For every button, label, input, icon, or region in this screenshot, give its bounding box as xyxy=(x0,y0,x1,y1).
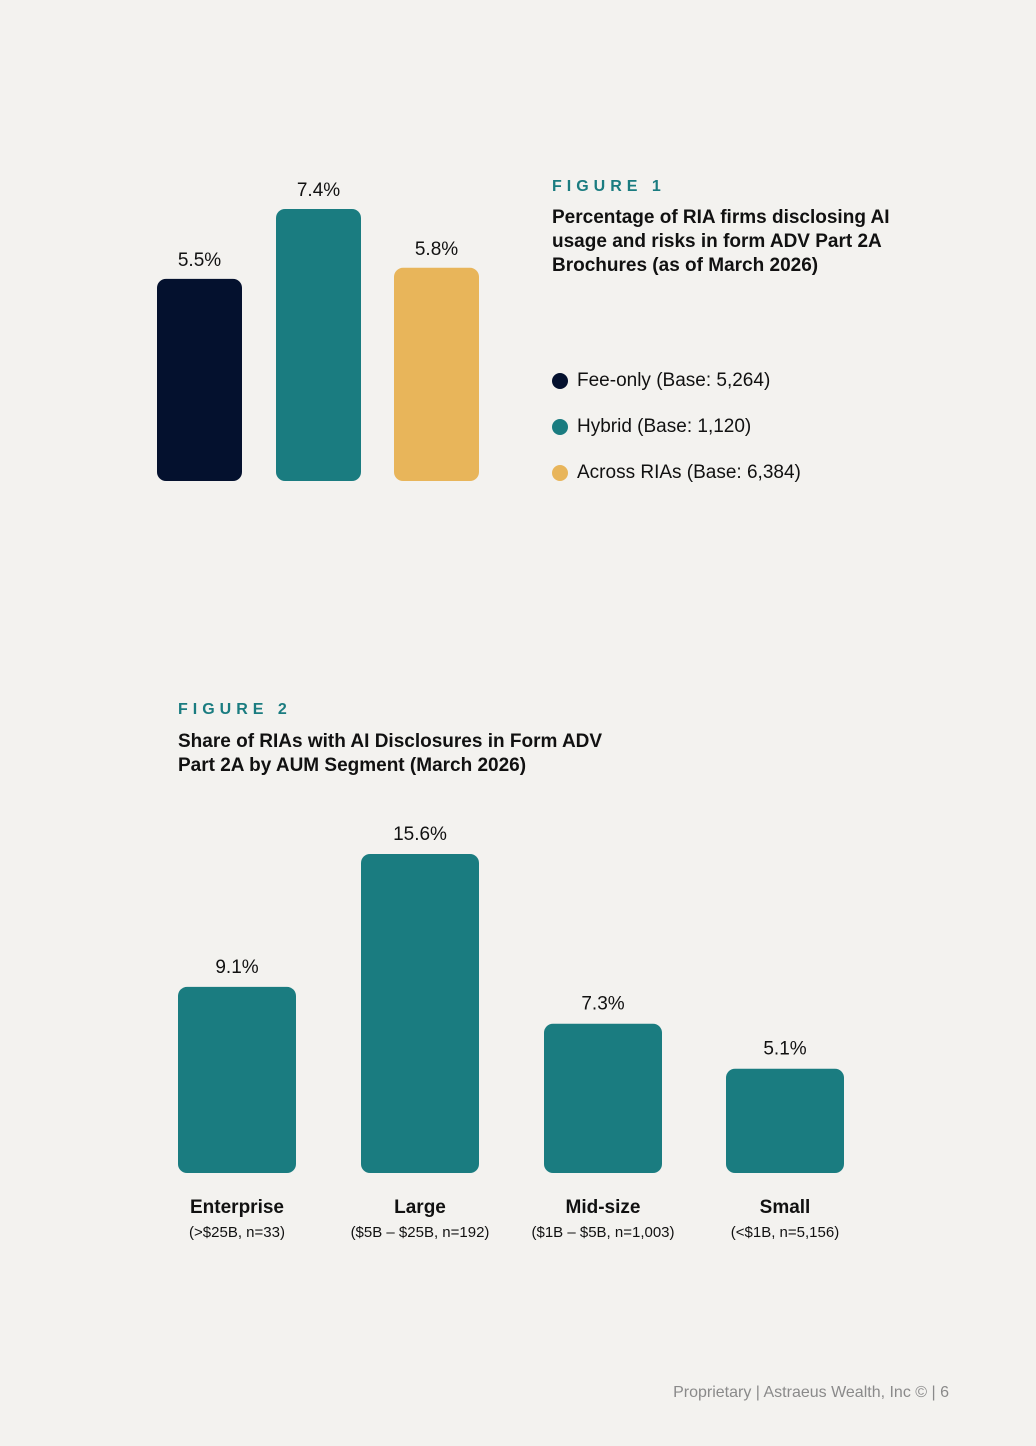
category-label: Small xyxy=(760,1197,811,1218)
bar-1 xyxy=(276,209,361,481)
bar-value-label: 15.6% xyxy=(393,824,447,845)
legend-dot xyxy=(552,373,568,389)
bar-value-label: 5.5% xyxy=(178,250,221,271)
figure-1-label: FIGURE 1 xyxy=(552,178,666,195)
legend-label: Fee-only (Base: 5,264) xyxy=(577,370,771,391)
figure-1-chart: 5.5% 7.4% 5.8% xyxy=(157,180,479,481)
figure-1-legend: Fee-only (Base: 5,264) Hybrid (Base: 1,1… xyxy=(552,368,801,506)
legend-dot xyxy=(552,419,568,435)
category-label: Enterprise xyxy=(190,1197,284,1218)
figure-1-title: Percentage of RIA firms disclosing AI us… xyxy=(552,207,890,276)
bar-value-label: 7.4% xyxy=(297,180,340,201)
legend-item-hybrid: Hybrid (Base: 1,120) xyxy=(552,414,801,440)
bar-value-label: 5.8% xyxy=(415,239,458,260)
legend-item-fee-only: Fee-only (Base: 5,264) xyxy=(552,368,801,394)
category-sublabel: (<$1B, n=5,156) xyxy=(731,1224,839,1241)
category-sublabel: ($1B – $5B, n=1,003) xyxy=(531,1224,674,1241)
bar-2 xyxy=(544,1023,662,1173)
bar-value-label: 5.1% xyxy=(763,1039,806,1060)
bar-value-label: 7.3% xyxy=(581,994,624,1015)
legend-label: Across RIAs (Base: 6,384) xyxy=(577,462,801,483)
category-label: Mid-size xyxy=(566,1197,641,1218)
category-label: Large xyxy=(394,1197,446,1218)
page-footer: Proprietary | Astraeus Wealth, Inc © | 6 xyxy=(673,1384,949,1401)
figure-2-title: Share of RIAs with AI Disclosures in For… xyxy=(178,731,603,776)
figure-2-chart: 9.1% 15.6% 7.3% 5.1% Enterprise (>$25B, n=33)… xyxy=(178,824,844,1241)
category-sublabel: ($5B – $25B, n=192) xyxy=(351,1224,490,1241)
bar-3 xyxy=(726,1068,844,1173)
bar-1 xyxy=(361,854,479,1173)
legend-dot xyxy=(552,465,568,481)
legend-label: Hybrid (Base: 1,120) xyxy=(577,416,752,437)
bar-value-label: 9.1% xyxy=(215,957,258,978)
legend-item-across-rias: Across RIAs (Base: 6,384) xyxy=(552,460,801,486)
bar-2 xyxy=(394,267,479,481)
bar-0 xyxy=(157,278,242,481)
category-sublabel: (>$25B, n=33) xyxy=(189,1224,285,1241)
bar-0 xyxy=(178,986,296,1173)
figure-2-label: FIGURE 2 xyxy=(178,701,292,718)
